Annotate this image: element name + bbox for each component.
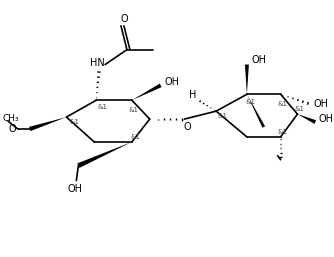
Text: &1: &1	[246, 99, 256, 105]
Text: O: O	[184, 122, 191, 132]
Text: &1: &1	[97, 104, 107, 110]
Text: OH: OH	[319, 114, 334, 124]
Text: &1: &1	[278, 129, 288, 135]
Text: O: O	[120, 14, 128, 24]
Text: &1: &1	[69, 119, 79, 125]
Text: H: H	[189, 90, 196, 100]
Text: &1: &1	[217, 113, 227, 119]
Text: OH: OH	[164, 77, 179, 87]
Polygon shape	[77, 142, 132, 168]
Text: OH: OH	[68, 185, 83, 195]
Text: O: O	[8, 124, 16, 134]
Text: &1: &1	[295, 106, 305, 112]
Polygon shape	[29, 117, 66, 131]
Polygon shape	[245, 65, 249, 94]
Text: &1: &1	[131, 134, 141, 140]
Text: CH₃: CH₃	[3, 114, 20, 123]
Text: OH: OH	[251, 54, 266, 65]
Polygon shape	[132, 84, 162, 100]
Polygon shape	[298, 114, 316, 124]
Text: HN: HN	[90, 58, 105, 68]
Text: OH: OH	[314, 99, 329, 109]
Polygon shape	[247, 94, 265, 128]
Text: &1: &1	[129, 107, 139, 113]
Text: &1: &1	[278, 101, 288, 107]
